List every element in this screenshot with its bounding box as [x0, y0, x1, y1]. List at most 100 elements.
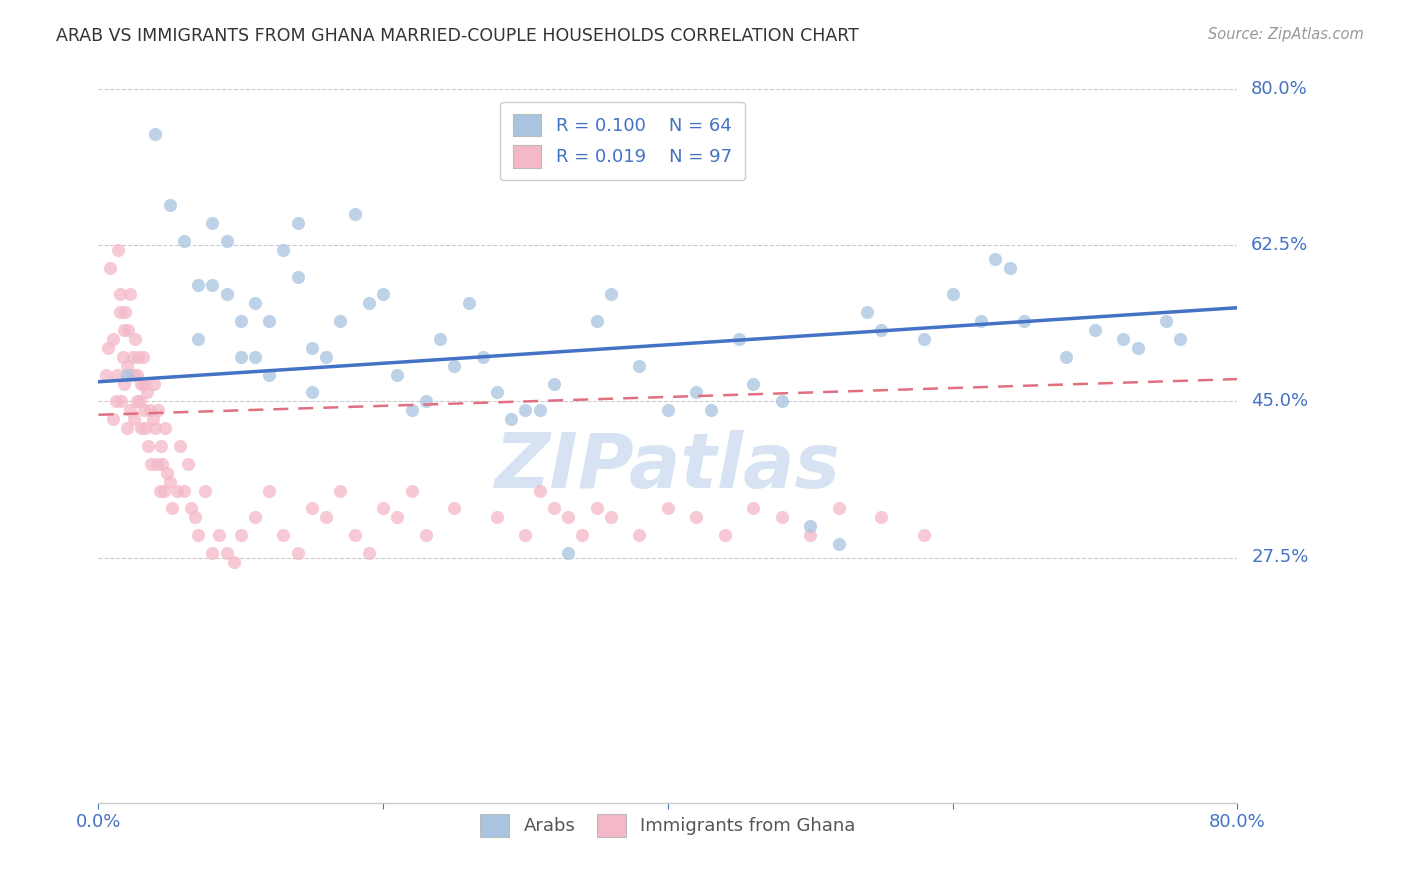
Point: [259, 368, 281, 382]
Point: [529, 483, 551, 498]
Point: [155, 421, 177, 435]
Point: [1084, 323, 1107, 337]
Point: [287, 269, 309, 284]
Point: [229, 528, 252, 542]
Point: [557, 510, 579, 524]
Point: [115, 359, 138, 373]
Point: [770, 510, 793, 524]
Legend: Arabs, Immigrants from Ghana: Arabs, Immigrants from Ghana: [472, 807, 863, 844]
Point: [714, 528, 737, 542]
Point: [128, 394, 150, 409]
Point: [543, 376, 565, 391]
Point: [110, 394, 132, 409]
Point: [301, 385, 323, 400]
Point: [105, 368, 128, 382]
Point: [799, 528, 821, 542]
Point: [1126, 341, 1149, 355]
Point: [201, 216, 224, 230]
Text: Source: ZipAtlas.com: Source: ZipAtlas.com: [1208, 27, 1364, 42]
Point: [150, 439, 173, 453]
Point: [1112, 332, 1135, 346]
Point: [543, 501, 565, 516]
Point: [301, 341, 323, 355]
Point: [343, 528, 366, 542]
Point: [243, 296, 266, 310]
Point: [208, 528, 231, 542]
Point: [529, 403, 551, 417]
Point: [141, 412, 163, 426]
Point: [387, 368, 409, 382]
Point: [870, 510, 893, 524]
Point: [187, 332, 209, 346]
Point: [166, 483, 188, 498]
Point: [122, 412, 145, 426]
Point: [115, 368, 138, 382]
Point: [699, 403, 721, 417]
Point: [401, 403, 423, 417]
Point: [243, 350, 266, 364]
Point: [97, 341, 120, 355]
Point: [173, 483, 195, 498]
Point: [799, 519, 821, 533]
Point: [912, 332, 935, 346]
Point: [173, 234, 195, 248]
Point: [1012, 314, 1035, 328]
Point: [104, 394, 127, 409]
Point: [870, 323, 893, 337]
Text: 62.5%: 62.5%: [1251, 236, 1309, 254]
Point: [471, 350, 494, 364]
Point: [557, 546, 579, 560]
Point: [135, 385, 157, 400]
Point: [1170, 332, 1192, 346]
Point: [138, 403, 160, 417]
Point: [115, 421, 138, 435]
Point: [942, 287, 965, 301]
Point: [429, 332, 451, 346]
Point: [628, 528, 651, 542]
Point: [159, 198, 181, 212]
Point: [515, 528, 537, 542]
Point: [443, 359, 465, 373]
Point: [108, 305, 131, 319]
Point: [287, 546, 309, 560]
Point: [742, 501, 765, 516]
Point: [118, 403, 141, 417]
Point: [585, 501, 607, 516]
Point: [229, 350, 252, 364]
Point: [153, 483, 176, 498]
Point: [129, 376, 152, 391]
Point: [145, 421, 167, 435]
Point: [728, 332, 751, 346]
Point: [628, 359, 651, 373]
Point: [912, 528, 935, 542]
Point: [177, 457, 200, 471]
Point: [287, 216, 309, 230]
Point: [184, 510, 207, 524]
Point: [112, 323, 135, 337]
Point: [124, 332, 146, 346]
Point: [357, 546, 380, 560]
Point: [136, 439, 159, 453]
Point: [162, 501, 184, 516]
Point: [180, 501, 202, 516]
Point: [107, 243, 129, 257]
Point: [229, 314, 252, 328]
Point: [828, 501, 851, 516]
Point: [129, 421, 152, 435]
Point: [215, 234, 238, 248]
Text: ZIPatlas: ZIPatlas: [495, 431, 841, 504]
Point: [101, 412, 124, 426]
Point: [142, 376, 165, 391]
Text: 27.5%: 27.5%: [1251, 549, 1309, 566]
Point: [970, 314, 993, 328]
Point: [131, 350, 153, 364]
Point: [112, 376, 135, 391]
Point: [194, 483, 217, 498]
Point: [685, 385, 707, 400]
Point: [501, 412, 523, 426]
Point: [315, 350, 337, 364]
Point: [187, 528, 209, 542]
Point: [457, 296, 479, 310]
Point: [301, 501, 323, 516]
Point: [357, 296, 380, 310]
